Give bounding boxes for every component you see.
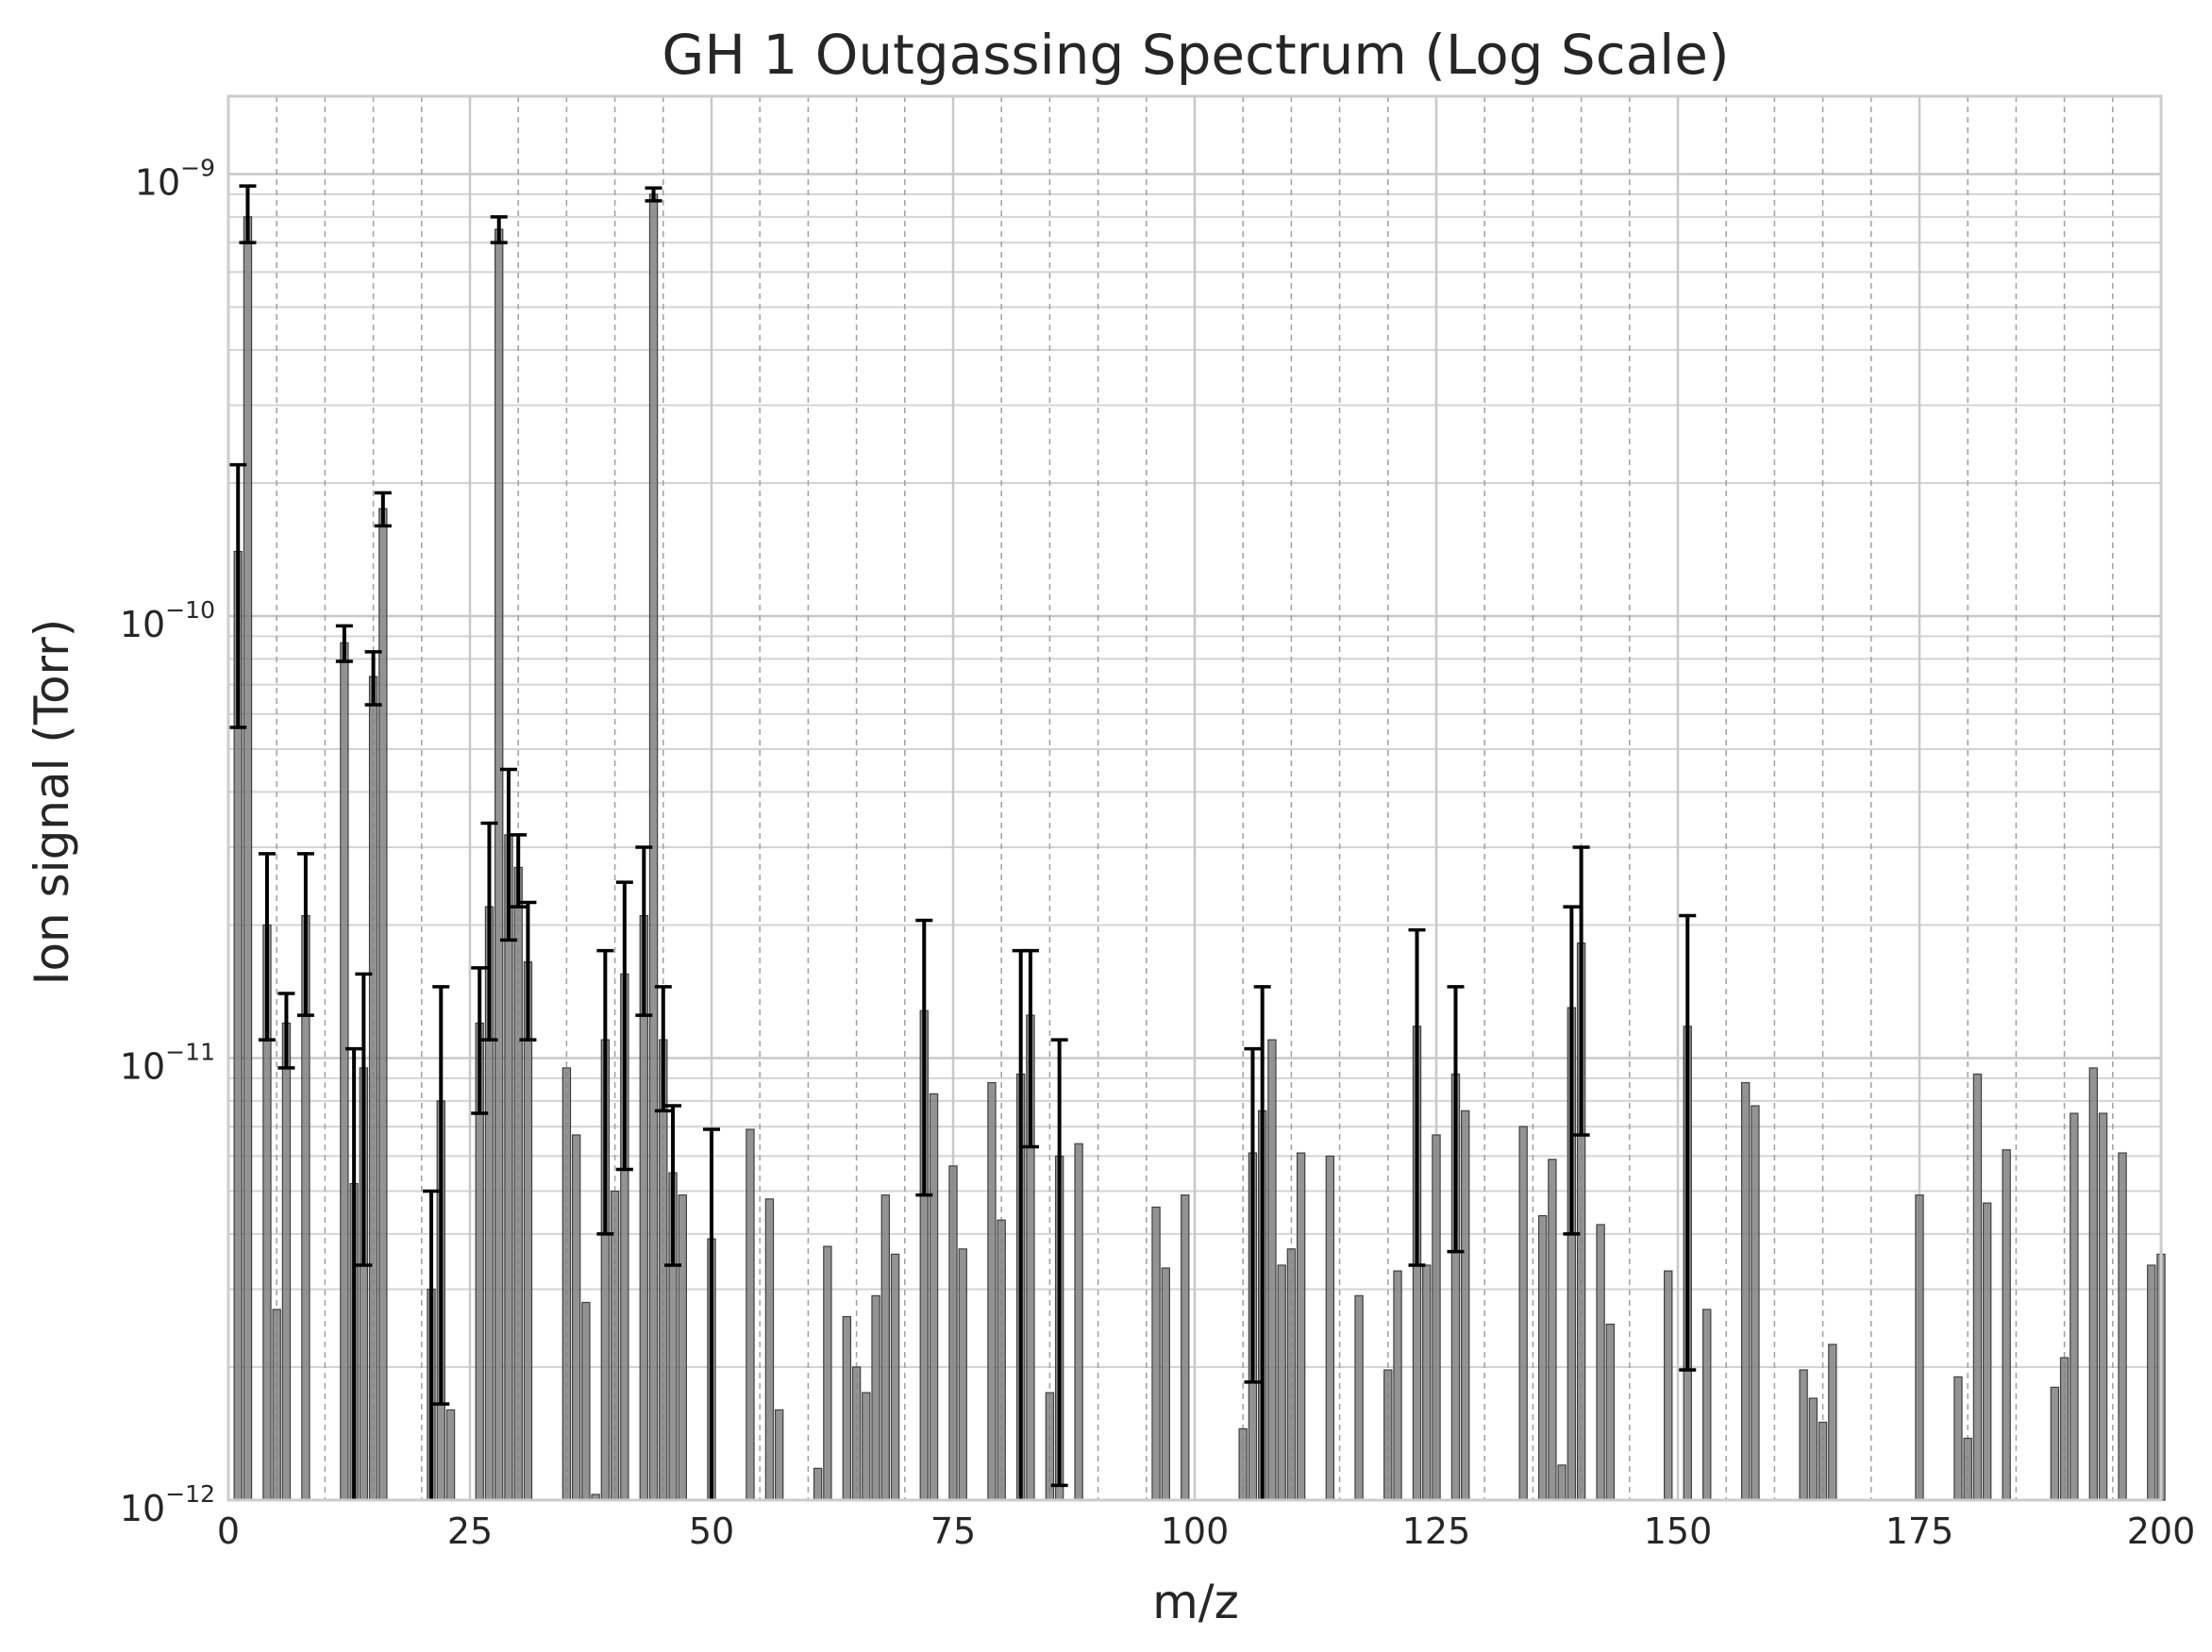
spectrum-bar xyxy=(1432,1134,1441,1501)
spectrum-bar xyxy=(1605,1323,1616,1501)
bars xyxy=(233,193,2166,1501)
spectrum-bar xyxy=(513,866,523,1501)
spectrum-bar xyxy=(445,1409,456,1501)
spectrum-bar xyxy=(1799,1369,1808,1501)
spectrum-bar xyxy=(1982,1202,1992,1501)
plot-frame xyxy=(226,94,2163,1502)
x-tick-label: 125 xyxy=(1402,1510,1471,1552)
x-tick-label: 25 xyxy=(447,1510,493,1552)
spectrum-bar xyxy=(2098,1112,2108,1501)
x-tick-label: 75 xyxy=(930,1510,976,1552)
x-tick-label: 200 xyxy=(2127,1510,2196,1552)
y-tick-labels: 10−12 10−11 10−10 10−9 xyxy=(120,154,215,1529)
spectrum-bar xyxy=(1702,1309,1712,1501)
spectrum-bar xyxy=(774,1409,784,1501)
spectrum-bar xyxy=(272,1309,281,1501)
spectrum-bar xyxy=(1354,1294,1364,1501)
spectrum-bar xyxy=(1596,1224,1605,1501)
spectrum-bar xyxy=(813,1467,823,1501)
spectrum-bar xyxy=(842,1315,852,1501)
spectrum-bar xyxy=(494,228,504,1501)
spectrum-bar xyxy=(2059,1357,2070,1501)
y-tick-label: 10−10 xyxy=(120,596,215,645)
spectrum-bar xyxy=(851,1366,862,1501)
spectrum-bar xyxy=(862,1392,871,1501)
spectrum-bar xyxy=(1537,1214,1548,1501)
spectrum-bar xyxy=(581,1301,591,1501)
spectrum-bar xyxy=(561,1067,572,1501)
spectrum-bar xyxy=(1393,1270,1402,1501)
spectrum-bar xyxy=(929,1093,939,1501)
spectrum-bar xyxy=(958,1248,967,1501)
x-axis-label: m/z xyxy=(1152,1575,1239,1629)
spectrum-bar xyxy=(823,1245,832,1501)
spectrum-bar xyxy=(1286,1248,1297,1501)
spectrum-bar xyxy=(1557,1464,1567,1501)
spectrum-bar xyxy=(2050,1386,2060,1501)
spectrum-bar xyxy=(678,1194,687,1501)
spectrum-bar xyxy=(1296,1152,1306,1501)
spectrum-bar xyxy=(880,1194,891,1501)
y-axis-label: Ion signal (Torr) xyxy=(25,619,79,986)
spectrum-bar xyxy=(1383,1369,1393,1501)
spectrum-bar xyxy=(368,676,378,1501)
spectrum-bar xyxy=(1808,1397,1818,1501)
spectrum-bar xyxy=(1267,1039,1277,1501)
spectrum-bar xyxy=(890,1253,900,1501)
spectrum-bar xyxy=(1818,1421,1828,1501)
spectrum-bar xyxy=(1151,1206,1161,1501)
spectrum-bar xyxy=(1181,1194,1190,1501)
spectrum-bar xyxy=(1664,1270,1673,1501)
y-tick-label: 10−12 xyxy=(120,1480,215,1529)
spectrum-bar xyxy=(571,1134,581,1501)
spectrum-bar xyxy=(1751,1105,1760,1501)
x-tick-labels: 0 25 50 75 100 125 150 175 200 xyxy=(217,1510,2195,1552)
spectrum-bar xyxy=(2002,1149,2011,1501)
spectrum-bar xyxy=(1161,1267,1170,1501)
spectrum-bar xyxy=(1518,1126,1528,1501)
x-tick-label: 175 xyxy=(1885,1510,1954,1552)
spectrum-bar xyxy=(1325,1155,1335,1501)
spectrum-bar xyxy=(610,1190,620,1501)
spectrum-bar xyxy=(987,1081,997,1501)
spectrum-bar xyxy=(1238,1427,1248,1501)
spectrum-bar xyxy=(2088,1067,2099,1501)
y-tick-label: 10−9 xyxy=(135,154,215,203)
spectrum-bar xyxy=(1915,1194,1924,1501)
spectrum-bar xyxy=(243,216,253,1501)
grid-lines xyxy=(228,96,2161,1502)
spectrum-bar xyxy=(2118,1152,2127,1501)
spectrum-bar xyxy=(1740,1081,1751,1501)
spectrum-bar xyxy=(1972,1073,1983,1501)
spectrum-bar xyxy=(871,1294,880,1501)
x-tick-label: 0 xyxy=(217,1510,240,1552)
y-tick-label: 10−11 xyxy=(120,1038,215,1087)
error-bars xyxy=(229,184,1697,1500)
spectrum-bar xyxy=(1422,1264,1432,1501)
spectrum-bar xyxy=(1548,1159,1557,1501)
spectrum-bar xyxy=(523,961,533,1501)
spectrum-bar xyxy=(997,1219,1006,1501)
spectrum-bar xyxy=(1953,1376,1963,1501)
chart-title: GH 1 Outgassing Spectrum (Log Scale) xyxy=(662,23,1729,87)
x-tick-label: 50 xyxy=(689,1510,734,1552)
spectrum-bar xyxy=(746,1128,755,1501)
x-tick-label: 100 xyxy=(1161,1510,1230,1552)
spectrum-bar xyxy=(281,1022,292,1501)
spectrum-bar xyxy=(1277,1264,1286,1501)
spectrum-bar xyxy=(948,1165,958,1501)
spectrum-bar xyxy=(1828,1343,1837,1501)
spectrum-bar xyxy=(378,508,388,1501)
spectrum-bar xyxy=(1461,1110,1470,1501)
spectrum-bar xyxy=(764,1198,775,1501)
spectrum-bar xyxy=(1074,1143,1083,1501)
spectrum-bar xyxy=(2070,1112,2079,1501)
x-tick-label: 150 xyxy=(1644,1510,1713,1552)
spectrum-bar xyxy=(340,642,349,1501)
spectrum-bar xyxy=(1963,1437,1972,1501)
spectrum-bar xyxy=(2147,1264,2156,1501)
